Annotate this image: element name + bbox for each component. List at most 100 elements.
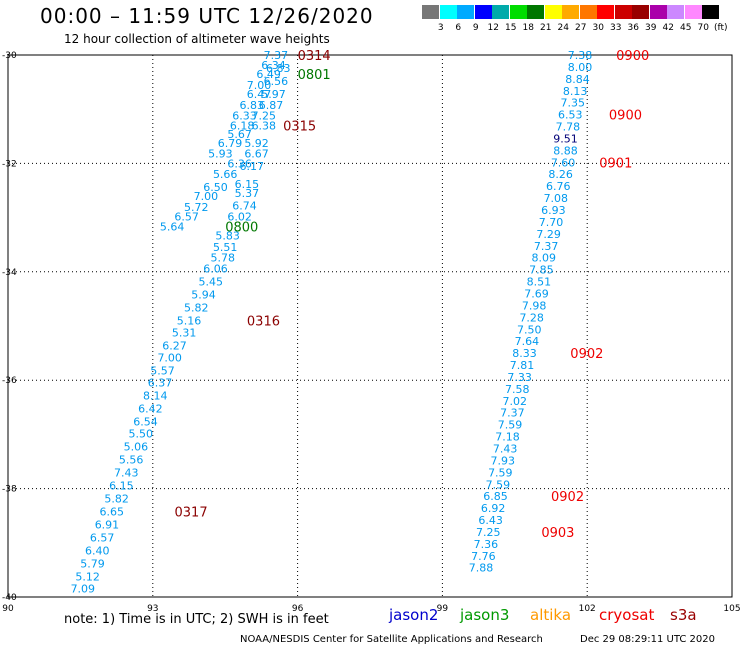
wave-height-value: 6.79 xyxy=(218,137,243,150)
wave-height-value: 8.00 xyxy=(568,61,593,74)
wave-height-value: 7.00 xyxy=(194,190,219,203)
footer-note: note: 1) Time is in UTC; 2) SWH is in fe… xyxy=(64,612,329,627)
wave-height-value: 5.82 xyxy=(184,302,209,315)
wave-height-value: 8.88 xyxy=(553,144,578,157)
satellite-label: altika xyxy=(530,606,572,624)
wave-height-value: 7.28 xyxy=(519,311,544,324)
wave-height-value: 6.91 xyxy=(95,518,120,531)
wave-height-value: 7.33 xyxy=(507,371,532,384)
wave-height-value: 6.47 xyxy=(247,88,272,101)
wave-height-value: 5.79 xyxy=(80,557,105,570)
pass-time-label: 0317 xyxy=(175,505,208,520)
colorbar-label: 3 xyxy=(437,23,444,33)
wave-height-value: 6.92 xyxy=(481,502,506,515)
satellite-label: cryosat xyxy=(599,606,655,624)
wave-height-value: 5.16 xyxy=(177,315,202,328)
y-tick-label: -38 xyxy=(2,485,17,495)
pass-time-label: 0315 xyxy=(283,119,316,134)
x-tick-label: 93 xyxy=(147,604,158,614)
wave-height-value: 5.56 xyxy=(119,453,144,466)
colorbar-swatch xyxy=(562,5,579,19)
colorbar-label: 24 xyxy=(557,23,569,33)
pass-time-label: 0900 xyxy=(609,109,642,124)
wave-height-value: 5.94 xyxy=(191,289,216,302)
pass-time-label: 0902 xyxy=(551,490,584,505)
colorbar-swatch xyxy=(492,5,509,19)
wave-height-value: 7.08 xyxy=(544,192,569,205)
colorbar-label: 6 xyxy=(455,23,462,33)
wave-height-value: 7.98 xyxy=(522,299,547,312)
wave-height-value: 5.92 xyxy=(244,137,269,150)
wave-height-value: 5.50 xyxy=(128,427,153,440)
timestamp-text: Dec 29 08:29:11 UTC 2020 xyxy=(580,634,715,645)
colorbar-swatch xyxy=(632,5,649,19)
wave-height-value: 8.51 xyxy=(527,276,552,289)
colorbar-label: 36 xyxy=(627,23,639,33)
pass-time-label: 0902 xyxy=(570,347,603,362)
wave-height-value: 7.85 xyxy=(529,264,554,277)
credit-text: NOAA/NESDIS Center for Satellite Applica… xyxy=(240,634,543,645)
wave-height-value: 7.50 xyxy=(517,323,542,336)
pass-time-label: 0900 xyxy=(616,49,649,64)
pass-time-label: 0316 xyxy=(247,315,280,330)
wave-height-value: 6.36 xyxy=(227,157,252,170)
wave-height-value: 7.09 xyxy=(71,582,96,595)
wave-height-value: 5.51 xyxy=(213,241,238,254)
colorbar-swatch xyxy=(684,5,702,19)
wave-height-value: 6.85 xyxy=(483,490,508,503)
wave-height-value: 7.58 xyxy=(505,383,530,396)
wave-height-value: 6.27 xyxy=(162,340,187,353)
colorbar-label: 33 xyxy=(610,23,622,33)
x-tick-label: 90 xyxy=(2,604,14,614)
wave-height-value: 7.38 xyxy=(568,49,593,62)
wave-height-value: 6.50 xyxy=(203,181,228,194)
wave-height-value: 7.81 xyxy=(510,359,535,372)
y-tick-label: -40 xyxy=(2,593,17,603)
wave-height-value: 5.78 xyxy=(211,252,236,265)
wave-height-value: 7.93 xyxy=(490,454,515,467)
page-subtitle: 12 hour collection of altimeter wave hei… xyxy=(64,32,330,46)
colorbar-label: 15 xyxy=(505,23,517,33)
colorbar-label: 45 xyxy=(680,23,692,33)
wave-height-value: 5.45 xyxy=(198,276,223,289)
colorbar-swatch xyxy=(474,5,492,19)
wave-height-value: 5.57 xyxy=(150,364,175,377)
pass-time-label: 0314 xyxy=(298,49,331,64)
colorbar-swatch xyxy=(579,5,597,19)
page-title: 00:00 – 11:59 UTC 12/26/2020 xyxy=(40,4,374,28)
colorbar-label: 12 xyxy=(487,23,499,33)
wave-height-value: 6.38 xyxy=(252,119,277,132)
wave-height-value: 7.59 xyxy=(488,466,513,479)
wave-height-value: 7.00 xyxy=(157,351,182,364)
wave-height-value: 6.49 xyxy=(256,68,281,81)
colorbar-label: 21 xyxy=(540,23,552,33)
wave-height-value: 6.17 xyxy=(239,160,264,173)
colorbar-label: 30 xyxy=(592,23,604,33)
wave-height-value: 6.02 xyxy=(227,211,252,224)
wave-height-value: 7.69 xyxy=(524,287,549,300)
wave-height-value: 5.67 xyxy=(227,128,252,141)
wave-height-value: 7.18 xyxy=(495,431,520,444)
colorbar-swatch xyxy=(667,5,684,19)
x-tick-label: 102 xyxy=(579,604,596,614)
wave-height-value: 9.51 xyxy=(553,132,578,145)
x-tick-label: 96 xyxy=(292,604,304,614)
wave-height-value: 7.36 xyxy=(474,538,499,551)
wave-height-value: 7.37 xyxy=(500,407,525,420)
colorbar-swatch xyxy=(614,5,632,19)
satellite-label: jason2 xyxy=(389,606,439,624)
wave-height-value: 6.33 xyxy=(232,110,257,123)
colorbar-label: 70 xyxy=(697,23,709,33)
colorbar-swatch xyxy=(457,5,474,19)
colorbar-label: 39 xyxy=(645,23,657,33)
wave-height-value: 8.33 xyxy=(512,347,537,360)
wave-height-value: 5.31 xyxy=(172,327,197,340)
wave-height-value: 5.66 xyxy=(213,168,238,181)
wave-height-value: 7.25 xyxy=(252,110,277,123)
wave-height-value: 7.37 xyxy=(534,240,559,253)
wave-height-value: 7.43 xyxy=(493,442,518,455)
wave-height-value: 7.43 xyxy=(114,466,139,479)
wave-height-value: 6.15 xyxy=(109,479,134,492)
plot-frame xyxy=(7,54,733,598)
wave-height-value: 6.06 xyxy=(203,263,228,276)
